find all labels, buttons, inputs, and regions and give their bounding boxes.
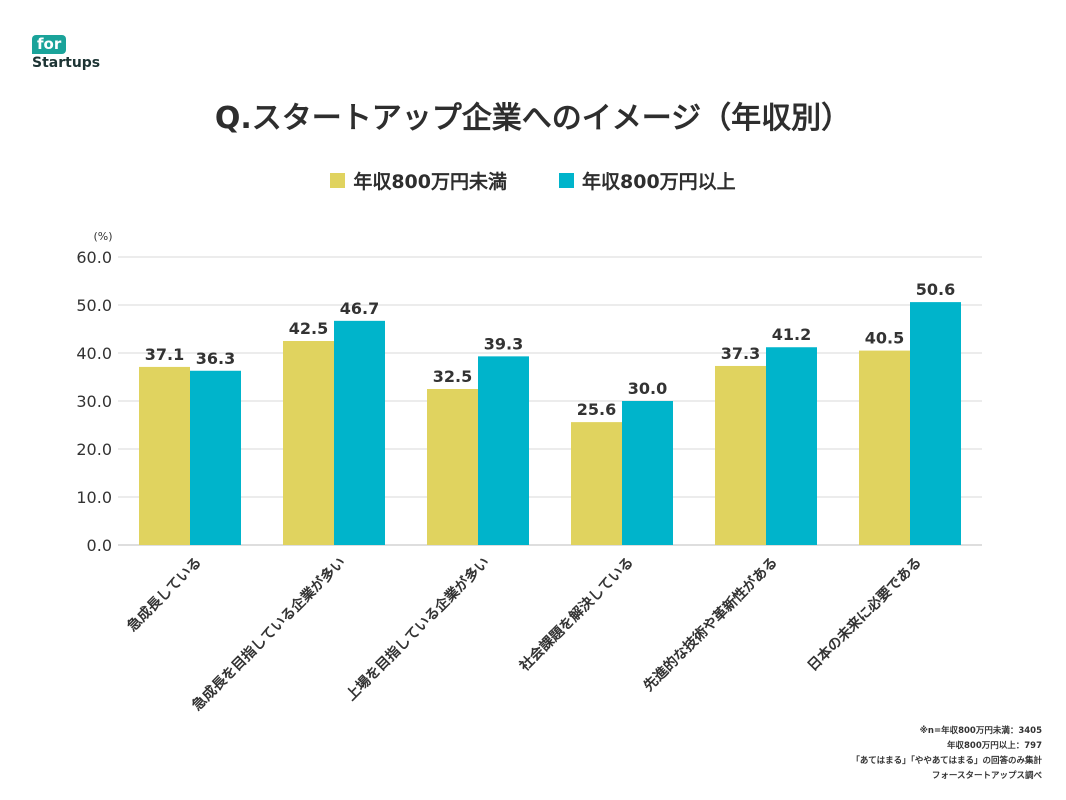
footnote-line: 「あてはまる」「ややあてはまる」の回答のみ集計	[851, 756, 1042, 766]
logo-badge: for	[32, 35, 67, 54]
bar-value-label: 50.6	[916, 280, 955, 299]
x-category-label: 日本の未来に必要である	[804, 554, 925, 675]
bar-value-label: 37.1	[145, 345, 184, 364]
y-tick-label: 60.0	[76, 248, 112, 267]
footnote-line: ※n=年収800万円未満：3405	[919, 726, 1042, 736]
y-tick-label: 20.0	[76, 440, 112, 459]
bar-value-label: 25.6	[577, 400, 616, 419]
footnote-line: フォースタートアップス調べ	[931, 771, 1042, 781]
legend-label-under-800: 年収800万円未満	[353, 171, 507, 193]
legend-swatch-under-800	[330, 173, 346, 188]
chart-legend: 年収800万円未満 年収800万円以上	[0, 167, 1066, 194]
legend-item-under-800: 年収800万円未満	[330, 167, 507, 194]
y-tick-label: 50.0	[76, 296, 112, 315]
legend-label-over-800: 年収800万円以上	[582, 171, 736, 193]
bar-value-label: 42.5	[289, 319, 328, 338]
bar-value-label: 46.7	[340, 299, 379, 318]
y-tick-label: 30.0	[76, 392, 112, 411]
chart-title: Q.スタートアップ企業へのイメージ（年収別）	[214, 101, 852, 136]
x-category-label: 急成長を目指している企業が多い	[189, 554, 349, 714]
bar	[715, 365, 766, 545]
y-axis-unit: (%)	[93, 230, 112, 243]
bar-value-label: 40.5	[865, 329, 904, 348]
bar-value-label: 30.0	[628, 379, 667, 398]
bar	[910, 302, 961, 545]
brand-logo: for Startups	[32, 34, 100, 71]
y-tick-label: 0.0	[87, 536, 112, 555]
bar-value-label: 36.3	[196, 349, 235, 368]
legend-swatch-over-800	[559, 173, 574, 188]
x-category-label: 上場を目指している企業が多い	[343, 554, 493, 704]
bar-value-label: 37.3	[721, 344, 760, 363]
y-tick-label: 10.0	[76, 488, 112, 507]
bar	[766, 347, 817, 545]
footnotes: ※n=年収800万円未満：3405 年収800万円以上：797 「あてはまる」「…	[851, 724, 1042, 784]
x-category-label: 先進的な技術や革新性がある	[640, 554, 781, 695]
y-tick-label: 40.0	[76, 344, 112, 363]
bar	[478, 356, 529, 545]
bar	[427, 389, 478, 545]
x-category-label: 急成長している	[124, 554, 205, 635]
legend-item-over-800: 年収800万円以上	[559, 167, 736, 194]
bar-value-label: 41.2	[772, 325, 811, 344]
logo-wordmark: Startups	[32, 55, 101, 71]
bar	[190, 370, 241, 545]
bar	[859, 350, 910, 545]
bar	[622, 401, 673, 545]
bar-value-label: 32.5	[433, 367, 472, 386]
x-category-label: 社会課題を解決している	[515, 554, 636, 675]
bar	[334, 320, 385, 545]
bar	[139, 366, 190, 545]
bar	[283, 341, 334, 545]
bar-value-label: 39.3	[484, 334, 523, 353]
footnote-line: 年収800万円以上：797	[947, 741, 1042, 751]
bar	[571, 422, 622, 545]
